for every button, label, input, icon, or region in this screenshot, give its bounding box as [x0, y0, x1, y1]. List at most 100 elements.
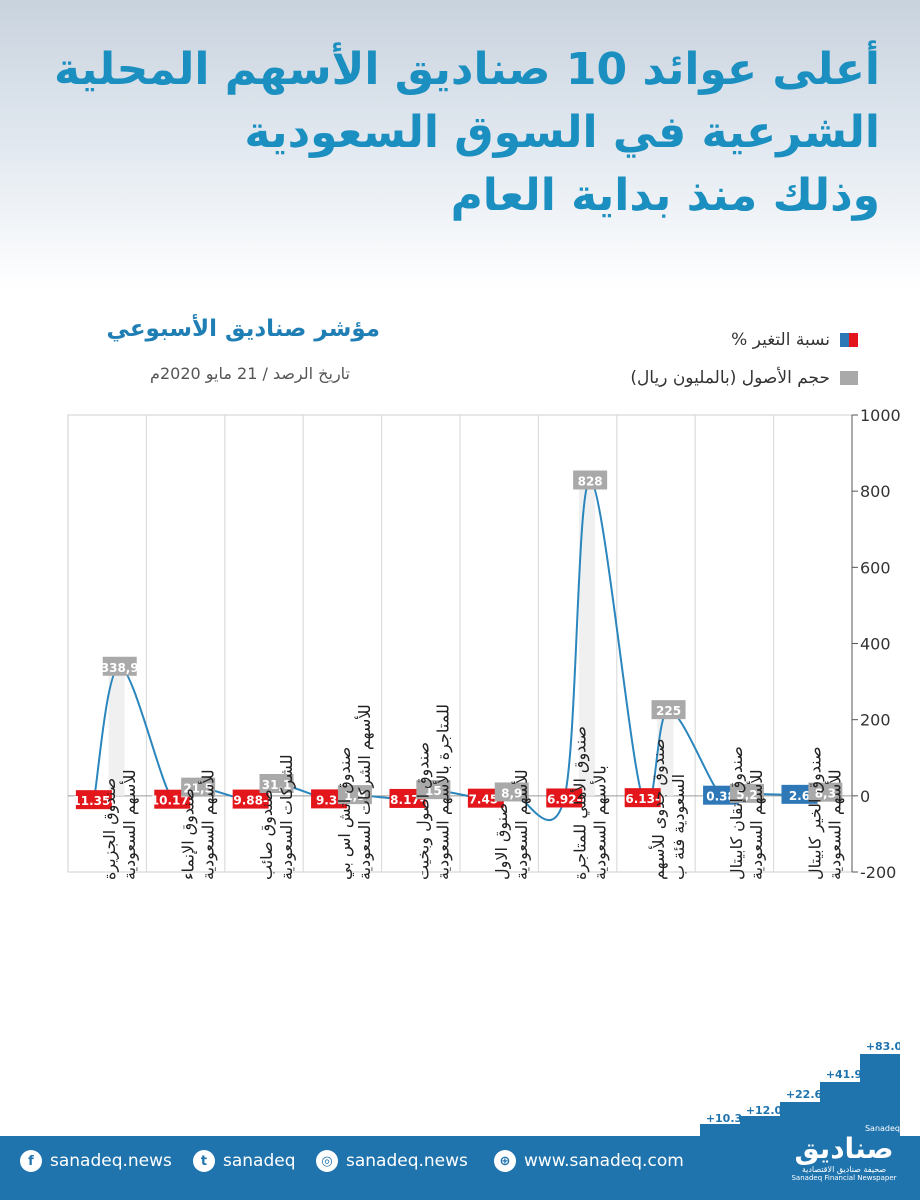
change-data-label: 8.17- — [390, 793, 425, 807]
category-label: صندوق صائبللشركات السعودية — [257, 754, 297, 880]
asset-data-label: 15 — [425, 784, 442, 798]
change-data-label-bg — [232, 789, 269, 809]
asset-data-label-bg — [337, 785, 372, 805]
category-label-line: للمتاجرة بالأسهم السعودية — [433, 704, 454, 880]
footer-facebook[interactable]: f sanadeq.news — [20, 1150, 172, 1172]
footer-website[interactable]: ⊕ www.sanadeq.com — [494, 1150, 684, 1172]
change-data-label: 7.45- — [469, 793, 504, 807]
change-data-label: 6.92- — [547, 792, 582, 806]
category-label-line: للأسهم السعودية — [119, 769, 140, 880]
funds-chart: 1000 800 600 400 200 0 -200 11.35- 10.17- 9.88- 9.… — [67, 406, 901, 882]
change-data-label: 0.38 — [706, 790, 736, 804]
stair-label-5: +83.0 — [866, 1040, 900, 1053]
category-label-line: صندوق الخير كابيتال — [806, 746, 826, 880]
title-line-1: أعلى عوائد 10 صناديق الأسهم المحلية — [54, 44, 880, 95]
footer-bar — [0, 1136, 920, 1200]
category-label: صندوق جدوى للأسهمالسعودية فئة ب — [648, 738, 689, 880]
asset-data-label-bg — [494, 782, 529, 802]
legend-item-change: نسبة التغير % — [731, 330, 858, 350]
page-title: أعلى عوائد 10 صناديق الأسهم المحلية الشر… — [40, 38, 880, 227]
y-tick-label: -200 — [860, 863, 896, 882]
change-data-label: 11.35- — [72, 794, 115, 808]
change-data-label: 2.6 — [789, 789, 810, 803]
stair-label-1: +10.3 — [706, 1112, 742, 1125]
asset-bar — [579, 480, 596, 796]
category-label-line: صندوق الجزيرة — [100, 778, 120, 880]
legend-label-assets: حجم الأصول (بالمليون ريال) — [630, 368, 830, 388]
category-label-line: للأسهم السعودية — [746, 769, 767, 880]
asset-data-label: 225 — [656, 704, 681, 718]
logo-ar-sub: صحيفة صناديق الاقتصادية — [801, 1165, 887, 1174]
category-label: صندوق الخير كابيتالللأسهم السعودية — [806, 746, 846, 880]
change-data-label: 9.3- — [316, 793, 342, 807]
category-label: صندوق الجزيرةللأسهم السعودية — [100, 769, 140, 880]
asset-data-label: 31,1 — [262, 778, 292, 792]
asset-data-label-bg — [181, 777, 216, 797]
sanadeq-logo: Sanadeq صناديق صحيفة صناديق الاقتصادية S… — [788, 1124, 900, 1194]
category-label: صندوق إتقان كابيتالللأسهم السعودية — [727, 746, 767, 880]
y-tick-label: 800 — [860, 482, 891, 501]
category-label-line: صندوق صائب — [257, 789, 277, 880]
asset-data-label: 8,9 — [501, 786, 522, 800]
asset-data-label: 828 — [578, 475, 603, 489]
asset-data-label: 1,9 — [344, 789, 365, 803]
footer-website-text: www.sanadeq.com — [524, 1151, 684, 1171]
asset-data-label: 5,2 — [736, 788, 757, 802]
asset-data-label: 21,5 — [183, 782, 213, 796]
facebook-icon: f — [20, 1150, 42, 1172]
twitter-icon: t — [193, 1150, 215, 1172]
category-label-line: بالأسهم السعودية — [589, 765, 610, 880]
stair-label-4: +41.9 — [826, 1068, 862, 1081]
chart-title: مؤشر صناديق الأسبوعي — [106, 316, 380, 342]
change-data-label: 9.88- — [233, 794, 268, 808]
asset-data-label-bg — [729, 783, 764, 803]
category-label-line: صندوق اتش اس بي — [335, 747, 355, 880]
y-tick-label: 0 — [860, 787, 870, 806]
asset-data-label-bg — [651, 700, 686, 720]
instagram-icon: ◎ — [316, 1150, 338, 1172]
footer-twitter[interactable]: t sanadeq — [193, 1150, 296, 1172]
y-tick-label: 1000 — [860, 406, 901, 425]
title-line-2: الشرعية في السوق السعودية — [244, 107, 880, 158]
category-label-line: للأسهم السعودية — [197, 769, 218, 880]
legend-swatch-change — [840, 333, 858, 347]
footer-facebook-text: sanadeq.news — [50, 1151, 172, 1171]
change-data-label-bg — [75, 790, 112, 810]
footer-instagram[interactable]: ◎ sanadeq.news — [316, 1150, 468, 1172]
asset-data-label-bg — [259, 773, 294, 793]
legend-swatch-assets — [840, 371, 858, 385]
category-label: صندوق اتش اس بيللأسهم الشركات السعودية — [335, 704, 375, 880]
change-data-label: 6.13- — [625, 792, 660, 806]
asset-data-label-bg — [573, 470, 608, 490]
change-data-label-bg — [624, 788, 661, 808]
title-line-3: وذلك منذ بداية العام — [450, 170, 880, 221]
stair-label-2: +12.0 — [746, 1104, 783, 1117]
asset-data-label: 8,3 — [815, 787, 836, 801]
chart-subtitle: تاريخ الرصد / 21 مايو 2020م — [150, 364, 350, 383]
category-label-line: صندوق اصول وبخيت — [414, 742, 434, 880]
asset-data-label: 338,9 — [101, 661, 139, 675]
category-label-line: صندوق إتقان كابيتال — [727, 746, 747, 880]
footer-instagram-text: sanadeq.news — [346, 1151, 468, 1171]
category-label-line: للأسهم السعودية — [825, 769, 846, 880]
category-label-line: صندوق جدوى للأسهم — [648, 738, 669, 880]
category-label: صندوق الأهلي للمتاجرةبالأسهم السعودية — [569, 726, 610, 880]
y-tick-label: 600 — [860, 558, 891, 577]
category-label-line: للأسهم السعودية — [511, 769, 532, 880]
globe-icon: ⊕ — [494, 1150, 516, 1172]
y-tick-label: 400 — [860, 635, 891, 654]
category-label-line: صندوق الأهلي للمتاجرة — [569, 726, 590, 880]
category-label: صندوق اصول وبخيتللمتاجرة بالأسهم السعودي… — [414, 704, 454, 880]
header-background — [0, 0, 920, 290]
asset-data-label-bg — [416, 780, 451, 800]
category-label-line: صندوق الإنماء — [178, 788, 198, 880]
stair-label-3: +22.6 — [786, 1088, 823, 1101]
legend-label-change: نسبة التغير % — [731, 330, 830, 350]
footer-twitter-text: sanadeq — [223, 1151, 296, 1171]
change-data-label-bg — [546, 788, 583, 808]
category-label-line: للشركات السعودية — [277, 754, 297, 880]
category-label-line: السعودية فئة ب — [669, 774, 689, 880]
logo-en-sub: Sanadeq Financial Newspaper — [791, 1174, 897, 1182]
asset-data-label-bg — [102, 656, 137, 676]
category-label: صنوق الاولللأسهم السعودية — [492, 769, 532, 880]
